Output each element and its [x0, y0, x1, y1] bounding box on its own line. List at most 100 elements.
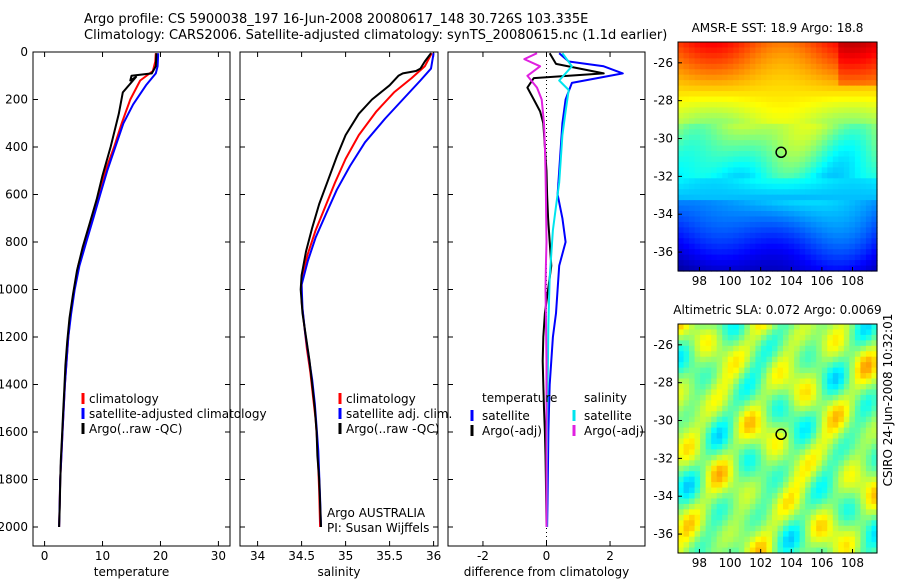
heatmap-cell: [722, 249, 729, 256]
heatmap-cell: [854, 140, 862, 147]
heatmap-cell: [860, 493, 867, 500]
heatmap-cell: [727, 91, 734, 98]
heatmap-cell: [678, 178, 685, 185]
heatmap-cell: [838, 134, 845, 141]
heatmap-cell: [849, 520, 856, 527]
heatmap-cell: [755, 503, 762, 510]
heatmap-cell: [705, 405, 712, 412]
heatmap-cell: [794, 232, 801, 239]
heatmap-cell: [816, 340, 823, 347]
heatmap-cell: [799, 542, 806, 549]
heatmap-cell: [871, 547, 878, 554]
heatmap-cell: [771, 91, 779, 98]
heatmap-cell: [810, 433, 817, 440]
heatmap-cell: [749, 487, 756, 494]
heatmap-cell: [771, 362, 779, 369]
heatmap-cell: [799, 96, 806, 103]
heatmap-cell: [816, 134, 823, 141]
heatmap-cell: [805, 85, 812, 92]
heatmap-cell: [705, 47, 712, 54]
heatmap-cell: [700, 471, 707, 478]
heatmap-cell: [783, 405, 790, 412]
heatmap-cell: [766, 422, 773, 429]
heatmap-cell: [849, 161, 856, 168]
heatmap-cell: [871, 265, 878, 272]
heatmap-cell: [805, 422, 812, 429]
heatmap-cell: [683, 140, 690, 147]
heatmap-cell: [738, 80, 745, 87]
heatmap-cell: [805, 145, 812, 152]
heatmap-cell: [788, 118, 795, 125]
heatmap-cell: [860, 362, 867, 369]
heatmap-cell: [694, 411, 701, 418]
heatmap-cell: [738, 378, 745, 385]
heatmap-cell: [727, 356, 734, 363]
heatmap-cell: [849, 487, 856, 494]
heatmap-cell: [865, 156, 873, 163]
heatmap-cell: [838, 205, 845, 212]
page-title-line2: Climatology: CARS2006. Satellite-adjuste…: [84, 28, 668, 43]
heatmap-cell: [832, 443, 839, 450]
heatmap-cell: [722, 520, 729, 527]
timestamp-text: CSIRO 24-Jun-2008 10:32:01: [881, 314, 895, 487]
heatmap-cell: [799, 254, 806, 261]
heatmap-cell: [799, 356, 806, 363]
heatmap-cell: [794, 531, 801, 538]
heatmap-cell: [749, 400, 756, 407]
heatmap-cell: [816, 145, 823, 152]
heatmap-cell: [816, 356, 823, 363]
heatmap-cell: [849, 183, 856, 190]
heatmap-cell: [749, 205, 756, 212]
heatmap-cell: [733, 362, 740, 369]
heatmap-cell: [865, 383, 873, 391]
heatmap-cell: [749, 42, 756, 49]
heatmap-cell: [716, 345, 723, 352]
heatmap-cell: [799, 216, 806, 223]
heatmap-cell: [749, 383, 756, 391]
heatmap-cell: [683, 151, 690, 158]
heatmap-cell: [771, 427, 779, 434]
heatmap-cell: [799, 427, 806, 434]
heatmap-cell: [849, 91, 856, 98]
heatmap-cell: [755, 129, 762, 136]
heatmap-cell: [865, 460, 873, 467]
heatmap-cell: [727, 69, 734, 76]
heatmap-cell: [683, 96, 690, 103]
heatmap-cell: [716, 340, 723, 347]
heatmap-cell: [766, 189, 773, 196]
x-tick-label: 98: [692, 556, 707, 570]
heatmap-cell: [788, 47, 795, 54]
heatmap-cell: [777, 520, 784, 527]
heatmap-cell: [749, 373, 756, 380]
heatmap-cell: [794, 345, 801, 352]
heatmap-cell: [678, 438, 685, 445]
heatmap-cell: [821, 422, 828, 429]
heatmap-cell: [727, 536, 734, 543]
heatmap-cell: [683, 205, 690, 212]
heatmap-cell: [733, 140, 740, 147]
heatmap-cell: [799, 178, 806, 185]
heatmap-cell: [810, 178, 817, 185]
heatmap-cell: [843, 493, 850, 500]
heatmap-cell: [700, 329, 707, 336]
heatmap-cell: [777, 531, 784, 538]
heatmap-cell: [777, 254, 784, 261]
y-tick-label: -36: [653, 245, 673, 259]
heatmap-cell: [749, 172, 756, 179]
heatmap-cell: [755, 454, 762, 461]
heatmap-cell: [865, 509, 873, 516]
heatmap-cell: [832, 525, 839, 532]
heatmap-cell: [788, 542, 795, 549]
heatmap-cell: [744, 205, 751, 212]
heatmap-cell: [722, 58, 729, 65]
heatmap-cell: [727, 503, 734, 510]
heatmap-cell: [689, 200, 696, 207]
heatmap-cell: [766, 63, 773, 70]
heatmap-cell: [694, 383, 701, 391]
heatmap-cell: [727, 172, 734, 179]
heatmap-cell: [700, 227, 707, 234]
heatmap-cell: [849, 514, 856, 521]
heatmap-cell: [794, 400, 801, 407]
heatmap-cell: [727, 394, 734, 401]
heatmap-cell: [805, 465, 812, 472]
